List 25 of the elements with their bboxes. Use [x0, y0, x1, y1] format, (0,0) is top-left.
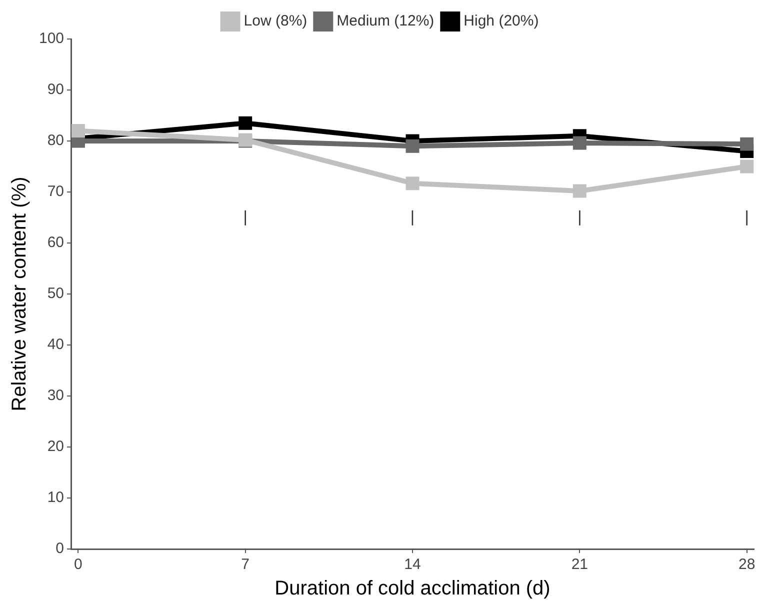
y-tick-label: 80	[47, 132, 64, 150]
y-tick-label: 30	[47, 387, 64, 404]
x-tick-label: 21	[571, 556, 588, 574]
y-tick-label: 0	[56, 540, 64, 558]
y-tick-label: 20	[47, 438, 64, 456]
y-axis-title: Relative water content (%)	[8, 176, 31, 412]
x-tick-label: 28	[738, 556, 756, 574]
x-tick-label: 7	[241, 556, 250, 574]
y-tick-label: 50	[47, 285, 64, 302]
x-tick-label: 0	[74, 556, 82, 574]
x-tick-label: 14	[404, 556, 421, 574]
legend-label: Medium (12%)	[336, 12, 434, 30]
y-tick-label: 60	[47, 234, 64, 252]
y-tick-label: 10	[47, 489, 64, 506]
annotation: |	[578, 208, 582, 226]
y-tick-label: 70	[47, 183, 64, 200]
annotation: |	[243, 208, 248, 226]
annotation: |	[410, 208, 415, 226]
legend-label: High (20%)	[464, 12, 539, 30]
y-tick-label: 40	[47, 336, 64, 354]
annotation: |	[744, 208, 749, 226]
x-axis-title: Duration of cold acclimation (d)	[274, 578, 550, 600]
y-tick-label: 90	[47, 81, 64, 98]
legend-label: Low (8%)	[244, 12, 308, 30]
y-tick-label: 100	[38, 30, 64, 48]
